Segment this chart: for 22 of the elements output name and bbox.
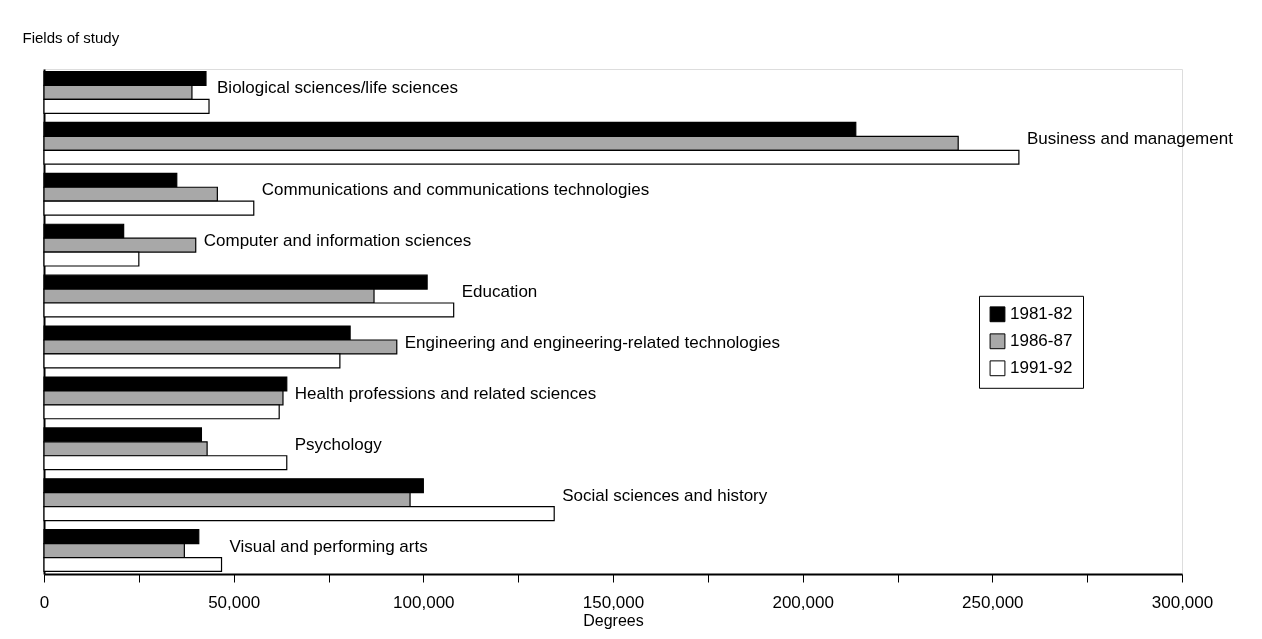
legend-label: 1986-87 (1010, 331, 1073, 351)
x-tick-label: 300,000 (1151, 592, 1214, 612)
x-tick-label: 0 (39, 592, 50, 612)
y-tick-label: Business and management (1026, 129, 1234, 149)
legend-label: 1991-92 (1010, 358, 1073, 378)
x-tick-label: 200,000 (772, 592, 834, 612)
y-tick-label: Visual and performing arts (229, 536, 428, 556)
legend-label: 1981-82 (1010, 304, 1073, 324)
x-tick-label: 100,000 (393, 592, 455, 612)
y-tick-label: Computer and information sciences (203, 231, 472, 251)
y-tick-label: Psychology (294, 434, 383, 454)
y-tick-label: Health professions and related sciences (294, 383, 597, 403)
x-tick-label: 50,000 (208, 592, 261, 612)
y-tick-label: Engineering and engineering-related technologies (404, 332, 781, 352)
x-tick-label: 150,000 (582, 592, 645, 612)
y-tick-label: Social sciences and history (562, 485, 768, 505)
y-tick-label: Education (461, 282, 538, 302)
x-axis-title: Degrees (583, 611, 644, 629)
y-tick-label: Biological sciences/life sciences (217, 78, 458, 98)
y-axis-title: Fields of study (22, 28, 120, 46)
x-tick-label: 250,000 (962, 592, 1024, 612)
y-tick-label: Communications and communications technologies (261, 180, 650, 200)
